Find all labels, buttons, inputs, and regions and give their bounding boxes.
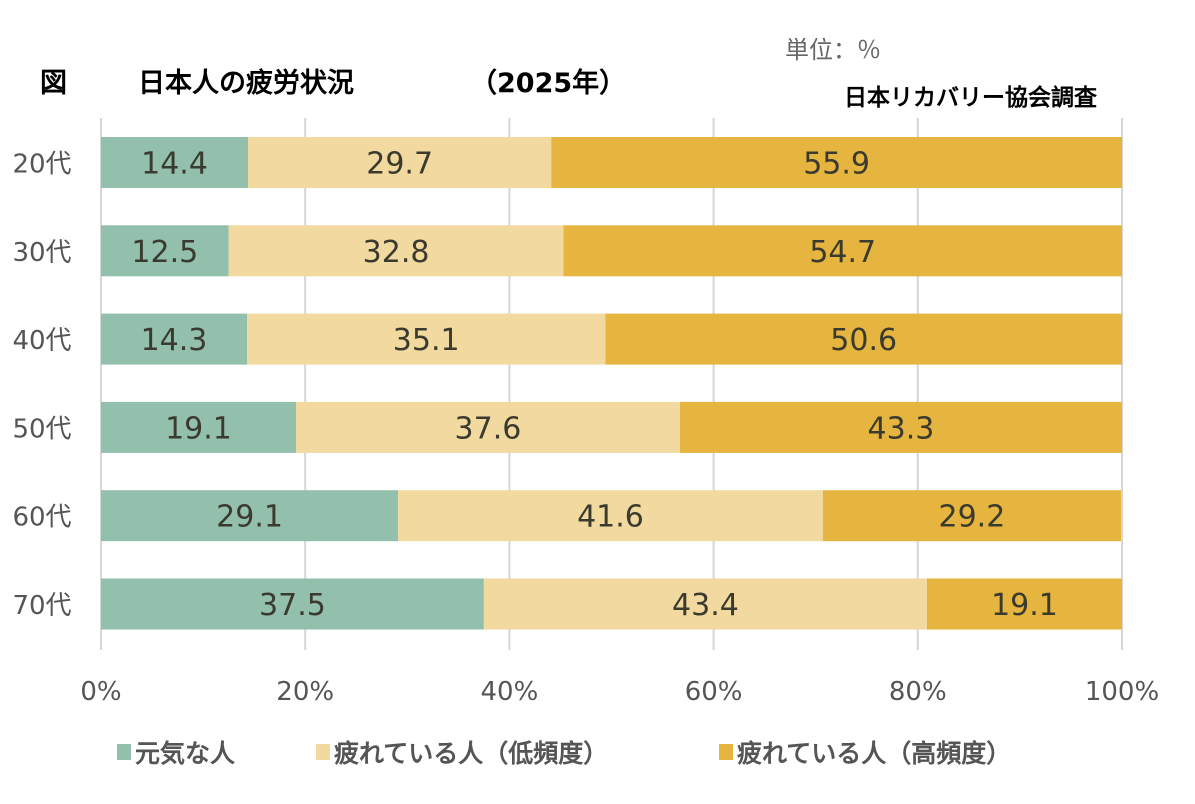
figure-mark: 図	[40, 68, 67, 99]
bar-segment-2	[247, 313, 606, 365]
category-label: 30代	[12, 238, 71, 268]
data-label: 19.1	[991, 588, 1058, 623]
x-tick-label: 60%	[685, 677, 743, 707]
category-label: 40代	[12, 326, 71, 356]
legend: 元気な人 疲れている人（低頻度） 疲れている人（高頻度）	[117, 739, 1011, 768]
chart-year: （2025年）	[470, 67, 626, 99]
legend-label: 疲れている人（低頻度）	[334, 739, 608, 768]
bar-row: 37.5 43.4 19.1	[101, 578, 1122, 630]
bar-segment-3	[551, 137, 1122, 188]
gridlines	[100, 118, 1123, 650]
bar-row: 12.5 32.8 54.7	[101, 225, 1122, 277]
x-tick-label: 20%	[276, 677, 334, 707]
bar-segment-1	[101, 578, 484, 630]
data-label: 55.9	[803, 147, 870, 182]
data-label: 29.1	[216, 500, 283, 535]
bar-segment-1	[101, 137, 249, 188]
bar-segment-3	[679, 401, 1122, 453]
data-label: 32.8	[363, 235, 430, 270]
legend-swatch	[316, 744, 330, 760]
category-labels: 20代 30代 40代 50代 60代 70代	[12, 150, 71, 622]
x-axis-tick-labels: 0% 20% 40% 60% 80% 100%	[80, 677, 1159, 707]
unit-label: 単位：％	[785, 36, 881, 64]
bar-row: 19.1 37.6 43.3	[101, 401, 1122, 453]
data-label: 14.4	[141, 147, 208, 182]
legend-label: 元気な人	[135, 739, 235, 768]
data-label: 29.2	[939, 500, 1006, 535]
bars: 14.4 29.7 55.9 12.5 32.8 54.7 14.3 35.1 50.6 19.1…	[101, 137, 1122, 630]
category-label: 50代	[12, 414, 71, 444]
data-label: 50.6	[830, 323, 897, 358]
legend-item: 元気な人	[117, 739, 235, 768]
legend-swatch	[719, 744, 733, 760]
bar-segment-2	[228, 225, 564, 277]
bar-segment-3	[822, 490, 1121, 542]
legend-swatch	[117, 744, 131, 760]
x-tick-label: 0%	[80, 677, 121, 707]
legend-label: 疲れている人（高頻度）	[737, 739, 1011, 768]
bar-segment-2	[248, 137, 552, 188]
bar-segment-1	[101, 490, 399, 542]
data-label: 54.7	[809, 235, 876, 270]
bar-segment-2	[296, 401, 680, 453]
bar-segment-3	[563, 225, 1122, 277]
bar-row: 14.4 29.7 55.9	[101, 137, 1122, 188]
source-label: 日本リカバリー協会調査	[844, 84, 1097, 111]
data-label: 43.3	[868, 411, 935, 446]
data-label: 35.1	[393, 323, 460, 358]
data-label: 37.6	[455, 411, 522, 446]
bar-segment-3	[605, 313, 1122, 365]
data-label: 29.7	[366, 147, 433, 182]
bar-segment-2	[483, 578, 927, 630]
bar-segment-1	[101, 401, 297, 453]
bar-segment-2	[398, 490, 823, 542]
x-tick-label: 80%	[889, 677, 947, 707]
chart-header: 図 日本人の疲労状況 （2025年） 単位：％ 日本リカバリー協会調査	[40, 36, 1097, 111]
bar-row: 29.1 41.6 29.2	[101, 490, 1121, 542]
data-label: 41.6	[577, 500, 644, 535]
category-label: 70代	[12, 591, 71, 621]
data-label: 37.5	[259, 588, 326, 623]
bar-segment-3	[926, 578, 1122, 630]
x-tick-label: 40%	[481, 677, 539, 707]
category-label: 20代	[12, 150, 71, 180]
data-label: 43.4	[672, 588, 739, 623]
bar-row: 14.3 35.1 50.6	[101, 313, 1122, 365]
data-label: 12.5	[131, 235, 198, 270]
x-tick-label: 100%	[1085, 677, 1159, 707]
data-label: 19.1	[165, 411, 232, 446]
category-label: 60代	[12, 503, 71, 533]
data-label: 14.3	[141, 323, 208, 358]
bar-segment-1	[101, 225, 229, 277]
legend-item: 疲れている人（高頻度）	[719, 739, 1011, 768]
chart-title: 日本人の疲労状況	[138, 67, 354, 99]
bar-segment-1	[101, 313, 248, 365]
legend-item: 疲れている人（低頻度）	[316, 739, 608, 768]
